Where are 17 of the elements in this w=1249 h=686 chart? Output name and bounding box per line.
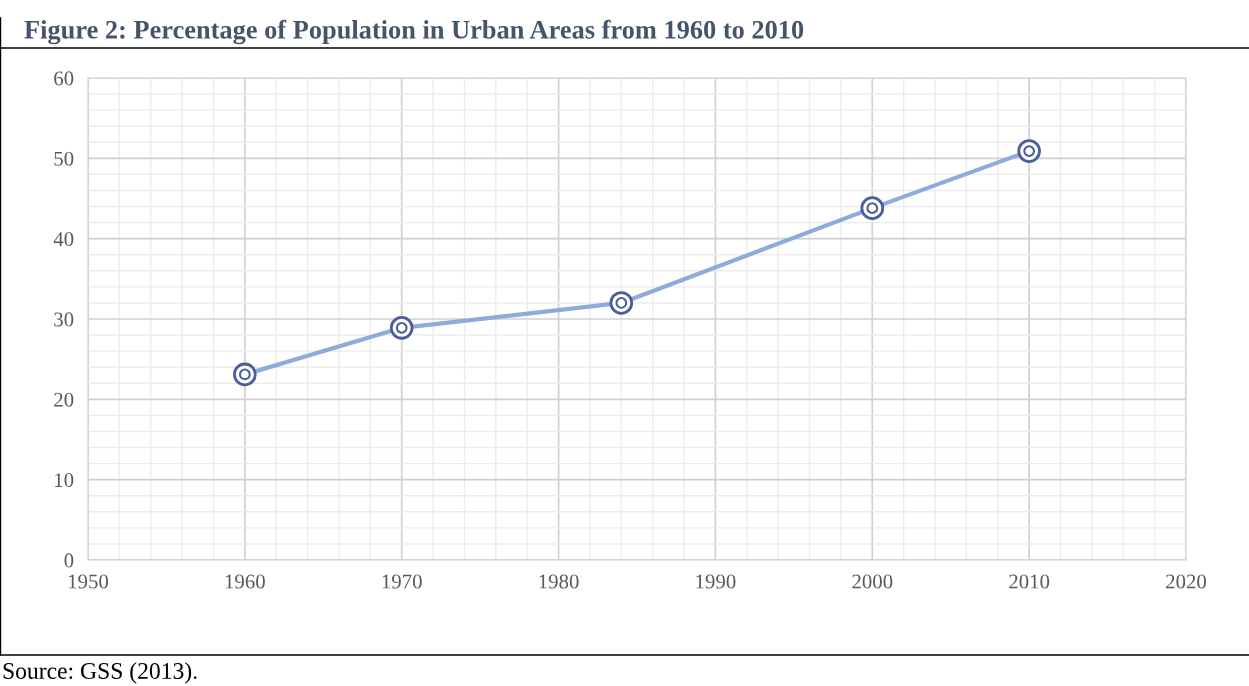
- x-tick-label: 1960: [225, 574, 265, 589]
- source-note: Source: GSS (2013).: [3, 662, 197, 684]
- y-tick-label: 40: [53, 232, 74, 247]
- y-tick-label: 10: [55, 473, 74, 488]
- y-tick-label: 20: [54, 392, 74, 407]
- x-tick-label: 1950: [69, 574, 109, 589]
- x-tick-label: 2020: [1166, 574, 1207, 589]
- y-tick-label: 60: [54, 71, 74, 86]
- x-tick-label: 1970: [382, 574, 422, 589]
- y-tick-label: 30: [54, 312, 74, 327]
- x-tick-label: 2010: [1009, 574, 1050, 589]
- chart-title: Figure 2: Percentage of Population in Urban Areas from 1960 to 2010: [24, 19, 804, 45]
- x-tick-label: 1980: [539, 574, 579, 589]
- y-tick-label: 50: [54, 151, 74, 166]
- x-tick-label: 2000: [852, 574, 893, 589]
- x-tick-label: 1990: [696, 574, 736, 589]
- y-tick-label: 0: [64, 553, 74, 568]
